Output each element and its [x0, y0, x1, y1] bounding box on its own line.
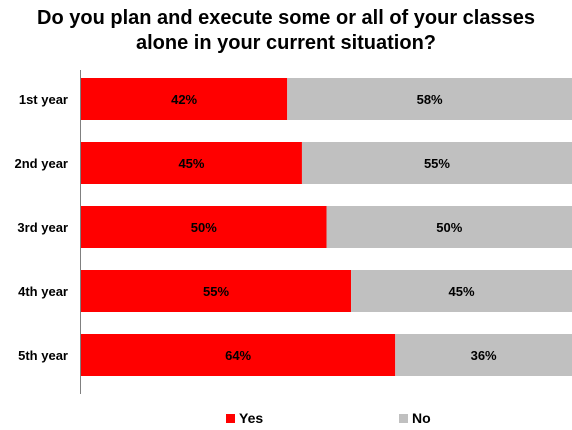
- legend-swatch-yes: [226, 414, 235, 423]
- category-label-5: 5th year: [18, 348, 68, 363]
- data-label-yes-5: 64%: [225, 348, 251, 363]
- category-label-1: 1st year: [19, 92, 68, 107]
- legend-label-yes: Yes: [239, 410, 263, 426]
- data-label-yes-3: 50%: [191, 220, 217, 235]
- legend: Yes No: [0, 410, 572, 430]
- data-label-no-1: 58%: [417, 92, 443, 107]
- legend-label-no: No: [412, 410, 431, 426]
- category-label-4: 4th year: [18, 284, 68, 299]
- data-label-yes-2: 45%: [178, 156, 204, 171]
- data-label-no-4: 45%: [449, 284, 475, 299]
- legend-item-no: No: [399, 410, 431, 426]
- legend-swatch-no: [399, 414, 408, 423]
- category-label-3: 3rd year: [17, 220, 68, 235]
- data-label-yes-1: 42%: [171, 92, 197, 107]
- legend-item-yes: Yes: [226, 410, 263, 426]
- data-label-no-5: 36%: [471, 348, 497, 363]
- data-label-no-2: 55%: [424, 156, 450, 171]
- data-label-yes-4: 55%: [203, 284, 229, 299]
- data-label-no-3: 50%: [436, 220, 462, 235]
- category-label-2: 2nd year: [15, 156, 68, 171]
